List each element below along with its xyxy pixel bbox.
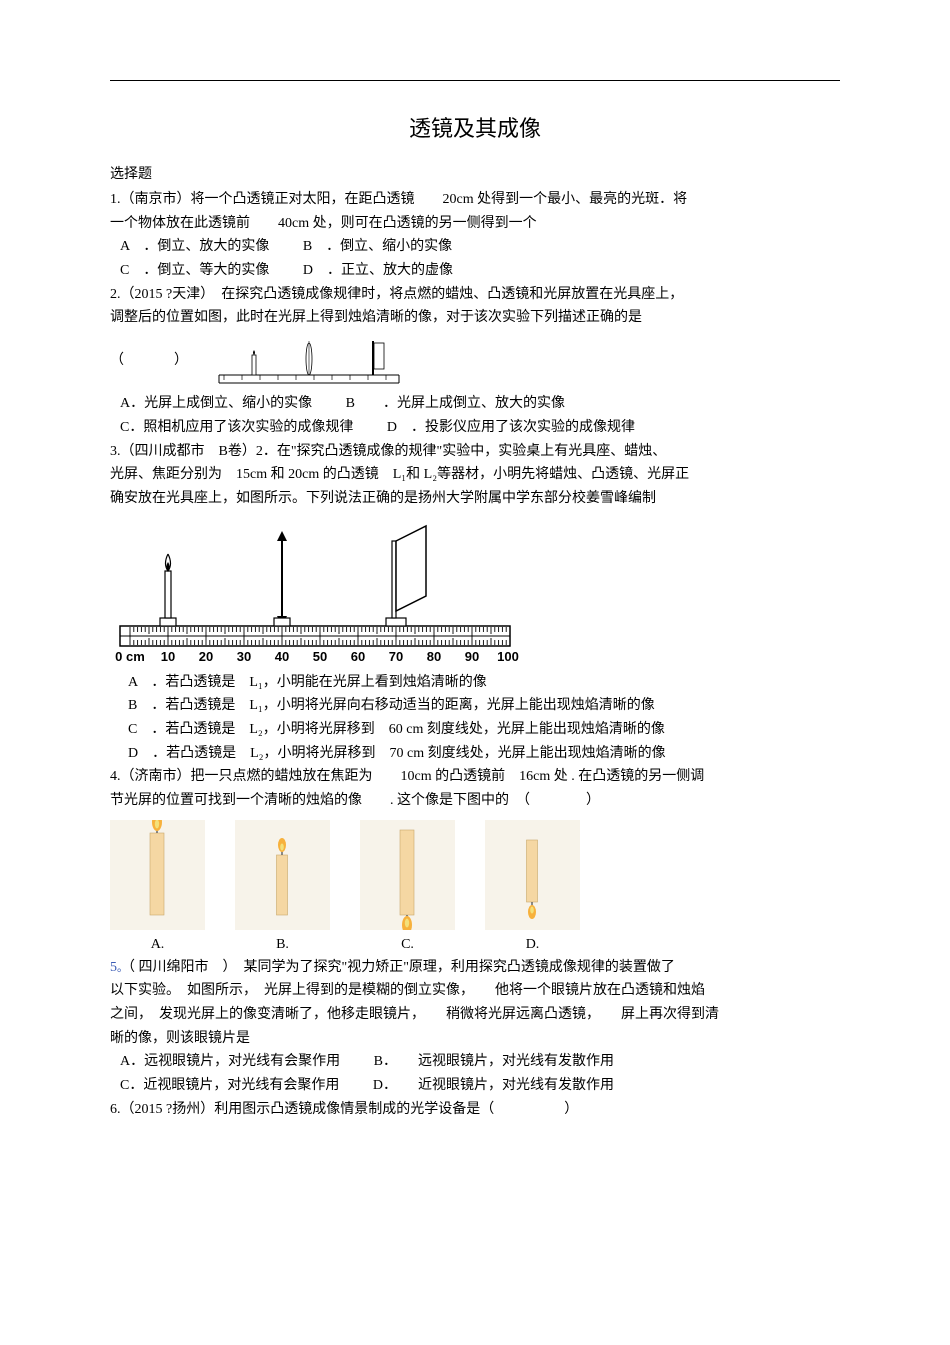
q4-label-d: D. — [485, 937, 580, 953]
q2-bench-svg — [214, 331, 404, 391]
q4-label-a: A. — [110, 937, 205, 953]
q3-label-5: 50 — [313, 649, 327, 664]
q1-options-row2: C ．倒立、等大的实像 D ．正立、放大的虚像 — [120, 260, 840, 282]
q5-number: 5 — [110, 960, 117, 975]
q3-option-c: C ．若凸透镜是 L₂，小明将光屏移到 60 cm 刻度线处，光屏上能出现烛焰清… — [128, 719, 840, 741]
q3-stem-line1: 3.（四川成都市 B卷）2．在"探究凸透镜成像的规律"实验中，实验桌上有光具座、… — [110, 441, 840, 463]
q1-option-b: B ．倒立、缩小的实像 — [303, 236, 452, 258]
q5-stem1-text: （ 四川绵阳市 ） 某同学为了探究"视力矫正"原理，利用探究凸透镜成像规律的装置… — [128, 960, 675, 975]
q3-bench-svg: 0 cm 10 20 30 40 50 60 70 80 90 100 — [110, 516, 520, 666]
q1-stem-line1: 1.（南京市）将一个凸透镜正对太阳，在距凸透镜 20cm 处得到一个最小、最亮的… — [110, 189, 840, 211]
q5-stem-line3: 之间， 发现光屏上的像变清晰了，他移走眼镜片， 稍微将光屏远离凸透镜， 屏上再次… — [110, 1004, 840, 1026]
q3-label-6: 60 — [351, 649, 365, 664]
q2-options-row2: C．照相机应用了该次实验的成像规律 D ．投影仪应用了该次实验的成像规律 — [120, 417, 840, 439]
top-rule — [110, 80, 840, 81]
q3-label-10: 100 — [497, 649, 519, 664]
q5-option-d: D． 近视眼镜片，对光线有发散作用 — [373, 1075, 614, 1097]
q4-stem-line2: 节光屏的位置可找到一个清晰的烛焰的像 . 这个像是下图中的 （ ） — [110, 790, 840, 812]
q3-option-d: D ．若凸透镜是 L₂，小明将光屏移到 70 cm 刻度线处，光屏上能出现烛焰清… — [128, 743, 840, 765]
q2-option-b: B ．光屏上成倒立、放大的实像 — [346, 393, 565, 415]
q2-option-a: A．光屏上成倒立、缩小的实像 — [120, 393, 312, 415]
q1-option-a: A ．倒立、放大的实像 — [120, 236, 269, 258]
q3-stem-line3: 确安放在光具座上，如图所示。下列说法正确的是扬州大学附属中学东部分校姜雪峰编制 — [110, 488, 840, 510]
q3-option-a: A ．若凸透镜是 L₁，小明能在光屏上看到烛焰清晰的像 — [128, 672, 840, 694]
q5-options-row1: A．远视眼镜片，对光线有会聚作用 B． 远视眼镜片，对光线有发散作用 — [120, 1051, 840, 1073]
q2-stem-line2: 调整后的位置如图，此时在光屏上得到烛焰清晰的像，对于该次实验下列描述正确的是 — [110, 307, 840, 329]
q3-label-7: 70 — [389, 649, 403, 664]
q5-stem-line2: 以下实验。 如图所示， 光屏上得到的是模糊的倒立实像， 他将一个眼镜片放在凸透镜… — [110, 980, 840, 1002]
q3-label-1: 10 — [161, 649, 175, 664]
q4-candle-a: A. — [110, 820, 205, 953]
q5-option-c: C．近视眼镜片，对光线有会聚作用 — [120, 1075, 339, 1097]
q4-candle-d: D. — [485, 820, 580, 953]
q2-stem-line1: 2.（2015 ?天津） 在探究凸透镜成像规律时，将点燃的蜡烛、凸透镜和光屏放置… — [110, 284, 840, 306]
q1-option-c: C ．倒立、等大的实像 — [120, 260, 269, 282]
q4-candle-c: C. — [360, 820, 455, 953]
section-label: 选择题 — [110, 163, 840, 183]
q2-option-d: D ．投影仪应用了该次实验的成像规律 — [387, 417, 635, 439]
q3-label-4: 40 — [275, 649, 289, 664]
q5-option-b: B． 远视眼镜片，对光线有发散作用 — [374, 1051, 614, 1073]
q3-stem-line2: 光屏、焦距分别为 15cm 和 20cm 的凸透镜 L₁和 L₂等器材，小明先将… — [110, 464, 840, 486]
page-title: 透镜及其成像 — [110, 111, 840, 143]
q2-options-row1: A．光屏上成倒立、缩小的实像 B ．光屏上成倒立、放大的实像 — [120, 393, 840, 415]
q4-label-c: C. — [360, 937, 455, 953]
q5-stem-line4: 晰的像，则该眼镜片是 — [110, 1028, 840, 1050]
green-dot-icon — [708, 769, 712, 784]
q5-options-row2: C．近视眼镜片，对光线有会聚作用 D． 近视眼镜片，对光线有发散作用 — [120, 1075, 840, 1097]
q4-stem-line1: 4.（济南市）把一只点燃的蜡烛放在焦距为 10cm 的凸透镜前 16cm 处 .… — [110, 766, 840, 788]
q5-option-a: A．远视眼镜片，对光线有会聚作用 — [120, 1051, 340, 1073]
q2-option-c: C．照相机应用了该次实验的成像规律 — [120, 417, 353, 439]
q4-candles-row: A. B. — [110, 820, 840, 953]
q3-label-0: 0 cm — [115, 649, 145, 664]
q4-stem1-text: 4.（济南市）把一只点燃的蜡烛放在焦距为 10cm 的凸透镜前 16cm 处 .… — [110, 769, 704, 784]
q2-paren-row: （ ） — [110, 331, 840, 391]
q3-label-2: 20 — [199, 649, 213, 664]
q6-stem: 6.（2015 ?扬州）利用图示凸透镜成像情景制成的光学设备是（ ） — [110, 1099, 840, 1121]
q3-figure: 0 cm 10 20 30 40 50 60 70 80 90 100 — [110, 516, 840, 666]
q5-dot: 。 — [117, 962, 128, 974]
q3-label-9: 90 — [465, 649, 479, 664]
q1-option-d: D ．正立、放大的虚像 — [303, 260, 453, 282]
page: 透镜及其成像 选择题 1.（南京市）将一个凸透镜正对太阳，在距凸透镜 20cm … — [0, 0, 950, 1345]
q2-figure — [214, 331, 404, 391]
q1-options-row1: A ．倒立、放大的实像 B ．倒立、缩小的实像 — [120, 236, 840, 258]
q3-label-3: 30 — [237, 649, 251, 664]
q4-label-b: B. — [235, 937, 330, 953]
q5-stem-line1: 5。（ 四川绵阳市 ） 某同学为了探究"视力矫正"原理，利用探究凸透镜成像规律的… — [110, 957, 840, 979]
q2-paren: （ ） — [110, 353, 190, 368]
q4-candle-b: B. — [235, 820, 330, 953]
q3-label-8: 80 — [427, 649, 441, 664]
q3-option-b: B ．若凸透镜是 L₁，小明将光屏向右移动适当的距离，光屏上能出现烛焰清晰的像 — [128, 695, 840, 717]
q1-stem-line2: 一个物体放在此透镜前 40cm 处，则可在凸透镜的另一侧得到一个 — [110, 213, 840, 235]
